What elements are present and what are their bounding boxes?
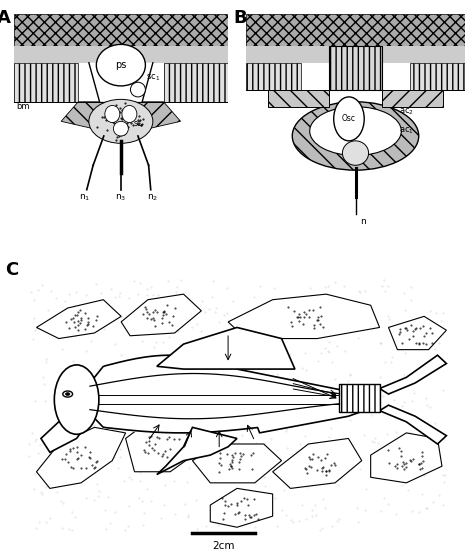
Text: C: C xyxy=(5,261,18,279)
Polygon shape xyxy=(228,294,380,339)
Bar xyxy=(14,14,228,46)
Bar xyxy=(14,46,228,63)
Polygon shape xyxy=(121,294,201,336)
Polygon shape xyxy=(61,102,114,131)
Polygon shape xyxy=(371,433,442,483)
Polygon shape xyxy=(126,422,201,472)
Text: n: n xyxy=(360,216,365,225)
Polygon shape xyxy=(389,316,447,350)
Ellipse shape xyxy=(65,393,70,395)
Polygon shape xyxy=(36,300,121,339)
Text: bm: bm xyxy=(16,102,30,111)
Polygon shape xyxy=(192,444,282,483)
Ellipse shape xyxy=(55,365,99,434)
Ellipse shape xyxy=(334,97,364,141)
Ellipse shape xyxy=(105,105,120,123)
Text: sc: sc xyxy=(134,119,142,128)
Ellipse shape xyxy=(96,44,146,86)
Polygon shape xyxy=(41,413,94,452)
Bar xyxy=(246,46,465,63)
Ellipse shape xyxy=(130,82,146,97)
Ellipse shape xyxy=(342,141,369,165)
Polygon shape xyxy=(89,63,153,102)
Bar xyxy=(246,63,301,89)
Bar xyxy=(339,384,380,412)
Polygon shape xyxy=(268,89,329,107)
Text: ac$_1$: ac$_1$ xyxy=(399,126,414,137)
Polygon shape xyxy=(157,427,237,475)
Ellipse shape xyxy=(89,99,153,143)
Text: sc$_1$: sc$_1$ xyxy=(146,72,161,83)
Text: B: B xyxy=(233,9,247,27)
Text: ps: ps xyxy=(115,60,127,70)
Text: A: A xyxy=(0,9,11,27)
Polygon shape xyxy=(273,438,362,488)
Bar xyxy=(410,63,465,89)
Bar xyxy=(246,14,465,46)
Ellipse shape xyxy=(292,102,419,170)
Polygon shape xyxy=(36,427,126,488)
Bar xyxy=(14,63,78,102)
Ellipse shape xyxy=(310,107,401,155)
Polygon shape xyxy=(380,355,447,394)
Polygon shape xyxy=(382,89,443,107)
Ellipse shape xyxy=(63,391,73,397)
Polygon shape xyxy=(380,405,447,444)
Text: 2cm: 2cm xyxy=(212,541,235,551)
Bar xyxy=(329,46,382,89)
Ellipse shape xyxy=(113,122,128,136)
Polygon shape xyxy=(210,488,273,527)
Text: ac$_2$: ac$_2$ xyxy=(399,107,414,117)
Text: Osc: Osc xyxy=(342,114,356,123)
Text: n$_3$: n$_3$ xyxy=(115,192,127,203)
Text: n$_1$: n$_1$ xyxy=(79,192,90,203)
Text: n$_2$: n$_2$ xyxy=(147,192,158,203)
Ellipse shape xyxy=(122,105,137,123)
Bar xyxy=(164,63,228,102)
Polygon shape xyxy=(127,102,181,131)
Polygon shape xyxy=(157,327,295,369)
